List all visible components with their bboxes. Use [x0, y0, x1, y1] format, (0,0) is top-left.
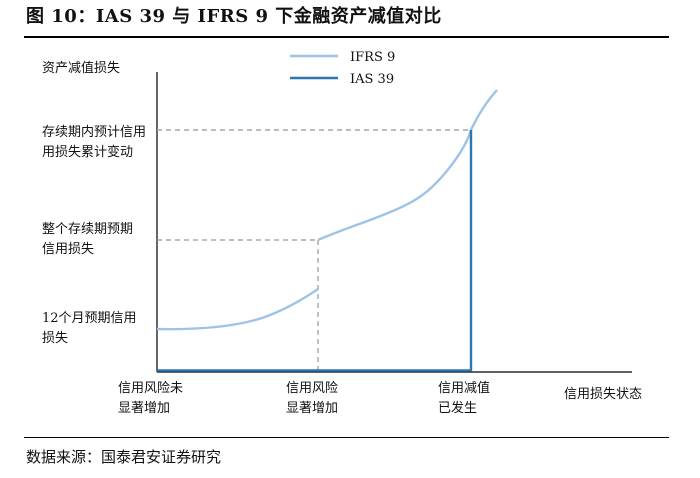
- x-axis-label: 信用损失状态: [564, 387, 642, 402]
- y-level-12m-ecl-line2: 损失: [42, 331, 68, 346]
- y-level-lifetime-ecl-line2: 信用损失: [42, 242, 94, 257]
- y-level-12m-ecl-line1: 12个月预期信用: [42, 311, 137, 326]
- y-level-lifetime-change-line1: 存续期内预计信用: [42, 124, 146, 140]
- source-note: 数据来源：国泰君安证券研究: [26, 448, 222, 466]
- x-stage-3-line1: 信用减值: [438, 380, 490, 396]
- x-stage-2-line2: 显著增加: [286, 401, 338, 416]
- x-stage-3-line2: 已发生: [438, 400, 477, 416]
- ifrs9-curve-stage1: [156, 288, 319, 331]
- figure-title: 图 10：IAS 39 与 IFRS 9 下金融资产减值对比: [26, 6, 442, 27]
- y-level-lifetime-change-line2: 用损失累计变动: [42, 144, 133, 160]
- bottom-rule: [24, 437, 669, 438]
- top-rule: [24, 36, 669, 38]
- legend-ifrs9-label: IFRS 9: [350, 50, 395, 65]
- x-stage-2-line1: 信用风险: [286, 381, 338, 396]
- y-axis-label: 资产减值损失: [42, 60, 120, 76]
- ias39-line: [157, 130, 473, 372]
- ifrs9-curve-stage2-3: [317, 89, 498, 242]
- x-stage-1-line2: 显著增加: [118, 401, 170, 416]
- legend-ias39-label: IAS 39: [350, 72, 394, 87]
- x-stage-1-line1: 信用风险未: [118, 381, 183, 396]
- y-level-lifetime-ecl-line1: 整个存续期预期: [42, 222, 133, 237]
